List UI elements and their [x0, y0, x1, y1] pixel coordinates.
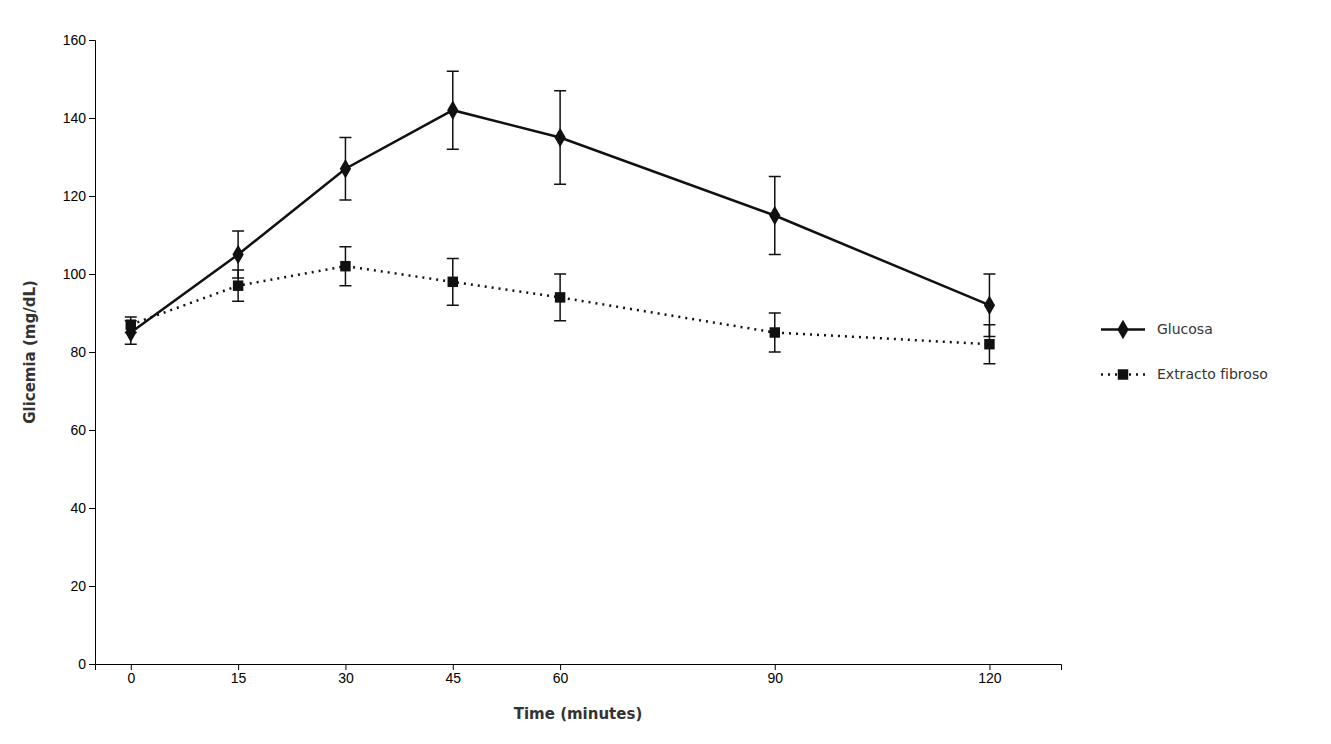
axis-line — [89, 41, 96, 665]
tick-label: 20 — [70, 578, 86, 594]
marker — [769, 206, 780, 226]
tick: 120 — [63, 188, 95, 204]
error-bar — [554, 274, 566, 321]
series — [125, 71, 996, 344]
tick-mark — [89, 352, 95, 353]
legend-marker — [1118, 369, 1128, 379]
line — [131, 266, 990, 344]
marker — [555, 292, 565, 302]
error-bar — [339, 247, 351, 286]
tick: 80 — [70, 344, 95, 360]
tick-label: 60 — [70, 422, 86, 438]
tick: 40 — [70, 500, 95, 516]
tick-mark — [89, 118, 95, 119]
tick-label: 30 — [338, 670, 354, 686]
error-bar — [983, 325, 995, 364]
marker — [232, 245, 243, 265]
marker — [984, 339, 994, 349]
tick: 45 — [445, 664, 461, 686]
tick-label: 15 — [231, 670, 247, 686]
error-bar — [339, 138, 351, 200]
tick: 160 — [63, 32, 95, 48]
legend-label: Extracto fibroso — [1157, 366, 1268, 382]
tick: 90 — [767, 664, 783, 686]
tick: 120 — [978, 664, 1002, 686]
tick: 60 — [553, 664, 569, 686]
tick-label: 100 — [63, 266, 87, 282]
marker — [126, 319, 136, 329]
tick-mark — [89, 664, 95, 665]
marker — [554, 128, 565, 148]
error-bar — [232, 270, 244, 301]
error-bar — [769, 313, 781, 352]
tick: 20 — [70, 578, 95, 594]
tick-label: 60 — [553, 670, 569, 686]
tick-mark — [89, 586, 95, 587]
tick-label: 0 — [127, 670, 135, 686]
x-axis: 0 15 30 45 60 90 120 — [96, 664, 1062, 686]
legend-item: Glucosa — [1101, 320, 1213, 340]
error-bar — [769, 177, 781, 255]
tick: 0 — [127, 664, 135, 686]
tick-label: 160 — [63, 32, 87, 48]
tick: 15 — [231, 664, 247, 686]
marker — [233, 280, 243, 290]
tick-label: 0 — [78, 656, 86, 672]
marker — [984, 295, 995, 315]
y-axis: 0 20 40 60 80 100 120 140 160 — [63, 32, 96, 672]
tick: 60 — [70, 422, 95, 438]
error-bar — [447, 258, 459, 305]
series — [125, 247, 996, 364]
tick-label: 80 — [70, 344, 86, 360]
line — [131, 110, 990, 332]
tick-mark — [89, 40, 95, 41]
marker — [340, 261, 350, 271]
tick: 100 — [63, 266, 95, 282]
marker — [447, 100, 458, 120]
y-axis-title: Glicemia (mg/dL) — [21, 280, 39, 424]
error-bar — [554, 91, 566, 185]
error-bar — [125, 317, 137, 333]
tick-label: 90 — [767, 670, 783, 686]
tick-label: 40 — [70, 500, 86, 516]
marker — [448, 277, 458, 287]
chart: 0 15 30 45 60 90 120 0 20 40 60 80 100 120 140 160 Time … — [0, 0, 1331, 744]
tick: 0 — [78, 656, 95, 672]
error-bar — [447, 71, 459, 149]
legend-item: Extracto fibroso — [1101, 366, 1268, 382]
tick-label: 120 — [978, 670, 1002, 686]
tick-mark — [89, 508, 95, 509]
legend-marker — [1117, 320, 1128, 340]
legend: Glucosa Extracto fibroso — [1101, 320, 1268, 383]
tick-mark — [89, 274, 95, 275]
tick-mark — [89, 430, 95, 431]
tick: 30 — [338, 664, 354, 686]
tick-label: 140 — [63, 110, 87, 126]
marks — [125, 71, 996, 364]
legend-label: Glucosa — [1157, 321, 1213, 337]
tick-label: 45 — [445, 670, 461, 686]
plot: 0 15 30 45 60 90 120 0 20 40 60 80 100 120 140 160 — [63, 32, 1062, 686]
marker — [770, 327, 780, 337]
x-axis-title: Time (minutes) — [514, 705, 643, 723]
tick-mark — [89, 196, 95, 197]
marker — [340, 159, 351, 179]
tick-label: 120 — [63, 188, 87, 204]
tick: 140 — [63, 110, 95, 126]
